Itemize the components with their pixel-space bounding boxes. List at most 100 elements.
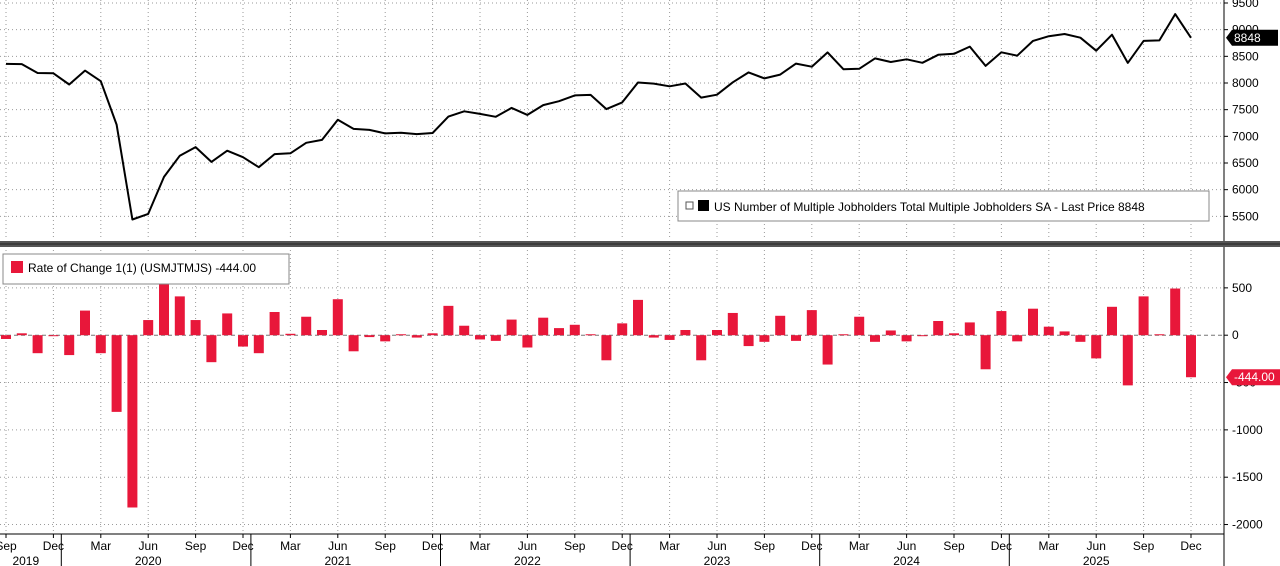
rate-of-change-bar <box>791 335 801 341</box>
rate-of-change-bar <box>885 330 896 336</box>
rate-of-change-bar <box>538 317 549 336</box>
rate-of-change-bar <box>317 329 327 336</box>
rate-of-change-bar <box>143 320 154 336</box>
x-month-label: Mar <box>470 539 491 553</box>
rate-of-change-bar <box>569 324 580 336</box>
rate-of-change-bar <box>822 335 833 365</box>
bottom-legend: Rate of Change 1(1) (USMJTMJS) -444.00 <box>2 253 290 285</box>
x-month-label: Jun <box>328 539 347 553</box>
rate-of-change-bar <box>585 334 596 336</box>
x-month-label: Dec <box>43 539 64 553</box>
rate-of-change-bar <box>1154 334 1165 336</box>
rate-of-change-bar <box>1170 288 1181 336</box>
top-y-tick-label: 5500 <box>1232 209 1259 223</box>
top-y-tick-label: 6000 <box>1232 183 1259 197</box>
rate-of-change-bar <box>380 335 391 342</box>
rate-of-change-bar <box>80 310 90 336</box>
rate-of-change-bar <box>759 335 770 342</box>
rate-of-change-bar <box>348 335 359 352</box>
bottom-last-value-tag-text: -444.00 <box>1234 370 1275 384</box>
rate-of-change-bar <box>16 333 27 336</box>
rate-of-change-bar <box>996 311 1007 336</box>
x-year-label: 2024 <box>893 554 920 566</box>
rate-of-change-bar <box>964 322 975 336</box>
x-month-label: Dec <box>612 539 633 553</box>
x-month-label: Sep <box>564 539 586 553</box>
x-month-label: Dec <box>422 539 443 553</box>
rate-of-change-bar <box>1138 296 1149 336</box>
x-month-label: Mar <box>659 539 680 553</box>
bottom-legend-label: Rate of Change 1(1) (USMJTMJS) -444.00 <box>28 261 256 275</box>
rate-of-change-bar <box>238 335 248 347</box>
top-last-value-tag: 8848 <box>1226 29 1278 46</box>
rate-of-change-bars <box>1 279 1196 508</box>
x-month-label: Dec <box>232 539 253 553</box>
top-legend: US Number of Multiple Jobholders Total M… <box>677 190 1210 222</box>
x-month-label: Mar <box>849 539 870 553</box>
rate-of-change-bar <box>633 299 643 336</box>
x-month-label: Mar <box>280 539 301 553</box>
bottom-last-value-tag: -444.00 <box>1226 369 1280 386</box>
x-month-label: Sep <box>0 539 17 553</box>
rate-of-change-bar <box>522 335 533 348</box>
bottom-y-tick-label: 0 <box>1232 328 1239 342</box>
rate-of-change-bar <box>364 335 375 338</box>
x-month-label: Sep <box>754 539 776 553</box>
rate-of-change-bar <box>332 299 343 336</box>
x-month-label: Mar <box>1038 539 1059 553</box>
rate-of-change-bar <box>32 335 43 354</box>
x-month-label: Jun <box>139 539 158 553</box>
rate-of-change-bar <box>949 333 959 336</box>
rate-of-change-bar <box>854 316 865 336</box>
rate-of-change-bar <box>506 319 517 336</box>
rate-of-change-bar <box>269 312 280 336</box>
rate-of-change-bar <box>206 335 217 363</box>
bottom-y-tick-label: 500 <box>1232 281 1252 295</box>
top-last-value-tag-text: 8848 <box>1234 31 1261 45</box>
rate-of-change-bar <box>554 328 564 336</box>
bottom-last-value-tag-shape <box>1226 369 1280 386</box>
bottom-legend-box <box>2 253 290 285</box>
bottom-legend-swatch <box>11 261 23 273</box>
rate-of-change-bar <box>301 316 312 336</box>
rate-of-change-bar <box>64 335 75 356</box>
rate-of-change-bar <box>1 335 11 339</box>
x-month-label: Sep <box>1133 539 1155 553</box>
rate-of-change-bar <box>696 335 707 361</box>
rate-of-change-bar <box>775 315 786 336</box>
x-month-label: Jun <box>518 539 537 553</box>
rate-of-change-bar <box>475 335 485 340</box>
rate-of-change-bar <box>174 296 185 336</box>
rate-of-change-bar <box>980 335 991 370</box>
rate-of-change-bar <box>727 312 738 336</box>
bottom-y-tick-label: -1500 <box>1232 470 1263 484</box>
rate-of-change-bar <box>870 335 880 342</box>
rate-of-change-bar <box>253 335 264 354</box>
rate-of-change-bar <box>1107 306 1117 336</box>
rate-of-change-bar <box>222 313 233 336</box>
x-month-label: Sep <box>943 539 965 553</box>
top-legend-label: US Number of Multiple Jobholders Total M… <box>714 200 1145 214</box>
bottom-y-tick-label: -1000 <box>1232 423 1263 437</box>
rate-of-change-bar <box>901 335 912 342</box>
rate-of-change-bar <box>680 329 691 336</box>
top-y-tick-label: 9500 <box>1232 0 1259 10</box>
rate-of-change-bar <box>411 335 422 338</box>
rate-of-change-bar <box>617 323 628 336</box>
top-y-tick-label: 8500 <box>1232 49 1259 63</box>
x-month-label: Jun <box>707 539 726 553</box>
x-year-label: 2022 <box>514 554 541 566</box>
rate-of-change-bar <box>1012 335 1023 342</box>
rate-of-change-bar <box>1059 331 1070 336</box>
rate-of-change-bar <box>1028 308 1038 336</box>
x-month-label: Jun <box>1087 539 1106 553</box>
rate-of-change-bar <box>111 335 122 412</box>
rate-of-change-bar <box>648 335 659 338</box>
rate-of-change-bar <box>443 305 454 336</box>
rate-of-change-bar <box>838 334 849 336</box>
top-y-tick-label: 7500 <box>1232 103 1259 117</box>
rate-of-change-bar <box>601 335 612 361</box>
rate-of-change-bar <box>664 335 675 340</box>
x-year-label: 2020 <box>135 554 162 566</box>
